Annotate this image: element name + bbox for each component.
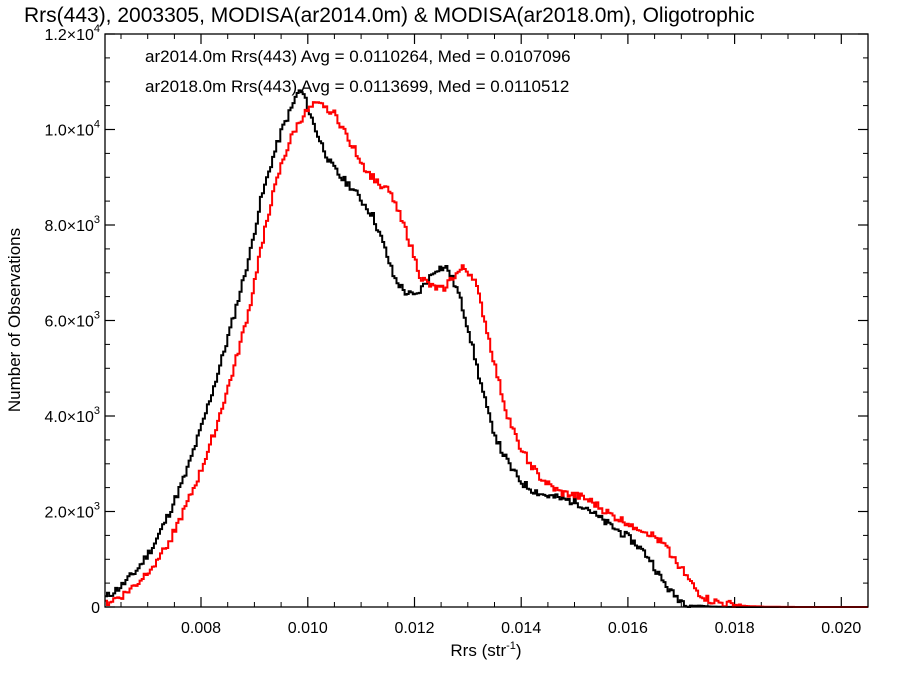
x-tick-labels: 0.008 0.010 0.012 0.014 0.016 0.018 0.020 [181,620,861,637]
y-tick-label: 4.0×103 [44,405,100,426]
y-tick-label: 1.0×104 [44,119,100,140]
y-tick-label: 1.2×104 [44,23,100,44]
x-axis-label: Rrs (str-1) [450,640,521,660]
legend-entry-ar2018: ar2018.0m Rrs(443) Avg = 0.0113699, Med … [145,77,569,96]
chart-title: Rrs(443), 2003305, MODISA(ar2014.0m) & M… [24,4,755,27]
x-tick-label: 0.016 [608,620,648,637]
x-axis-label-close: ) [516,641,522,660]
y-tick-label: 0 [91,600,100,617]
y-axis-label: Number of Observations [5,228,24,412]
y-tick-labels: 0 2.0×103 4.0×103 6.0×103 8.0×103 1.0×104 1.2×… [44,23,100,617]
legend: ar2014.0m Rrs(443) Avg = 0.0110264, Med … [145,47,571,96]
x-axis-label-superscript: -1 [506,640,516,652]
x-tick-label: 0.014 [501,620,541,637]
x-tick-label: 0.020 [821,620,861,637]
y-tick-label: 6.0×103 [44,310,100,331]
series-layer [105,89,868,608]
x-tick-label: 0.012 [394,620,434,637]
x-tick-label: 0.008 [181,620,221,637]
y-tick-label: 8.0×103 [44,214,100,235]
legend-entry-ar2014: ar2014.0m Rrs(443) Avg = 0.0110264, Med … [145,47,571,66]
x-tick-label: 0.018 [715,620,755,637]
x-tick-label: 0.010 [288,620,328,637]
series-line-1 [105,101,868,608]
series-line-0 [105,89,868,608]
plot-area-frame [104,33,869,608]
y-tick-label: 2.0×103 [44,501,100,522]
